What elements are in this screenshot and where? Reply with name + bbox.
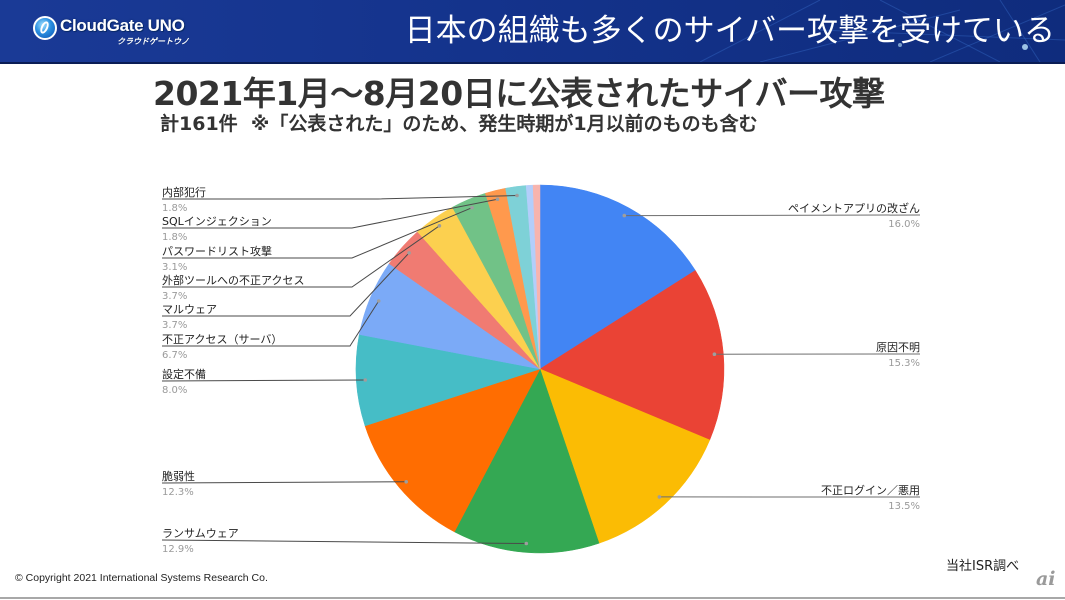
- slice-value-label: 1.8%: [162, 232, 187, 243]
- slice-value-label: 16.0%: [888, 219, 920, 230]
- slide-title: 日本の組織も多くのサイバー攻撃を受けている: [404, 13, 1055, 49]
- slice-label: 外部ツールへの不正アクセス: [162, 273, 304, 287]
- slice-label: 不正アクセス（サーバ）: [162, 333, 282, 346]
- slice-label: SQLインジェクション: [162, 215, 272, 228]
- slice-labels: ペイメントアプリの改ざん 16.0% 原因不明 15.3% 不正ログイン／悪用 13.5%…: [162, 185, 920, 555]
- leader-dot: [515, 193, 519, 198]
- pie-slice: [539, 270, 725, 441]
- slice-label: ペイメントアプリの改ざん: [788, 201, 920, 215]
- pie-slice: [539, 368, 711, 544]
- leader-line: [162, 198, 498, 229]
- pie-slice: [355, 334, 541, 427]
- leader-line: [161, 379, 366, 382]
- logo-kana: クラウドゲートウノ: [117, 37, 189, 46]
- leader-line: [624, 214, 921, 217]
- chart-subtitle: 計161件 ※「公表された」のため、発生時期が1月以前のものも含む: [160, 113, 758, 135]
- leader-line: [162, 207, 473, 259]
- leader-line: [162, 225, 440, 288]
- slice-value-label: 3.7%: [162, 291, 187, 302]
- leader-dot: [437, 224, 442, 228]
- leader-dot: [622, 213, 627, 218]
- leader-dot: [470, 205, 474, 210]
- slice-label: 内部犯行: [162, 185, 206, 199]
- slice-value-label: 1.8%: [162, 203, 187, 214]
- slice-label: パスワードリスト攻撃: [162, 244, 272, 258]
- slice-label: マルウェア: [162, 303, 217, 316]
- slice-label: 不正ログイン／悪用: [821, 483, 920, 497]
- leader-dot: [712, 352, 717, 357]
- leader-line: [161, 539, 527, 544]
- source-note: 当社ISR調べ: [946, 559, 1020, 574]
- leader-dot: [524, 541, 529, 546]
- slide-header: CloudGate UNO クラウドゲートウノ 日本の組織も多くのサイバー攻撃を…: [0, 0, 1065, 64]
- pie-slice: [454, 368, 600, 554]
- pie-slices: [355, 184, 725, 554]
- leader-line: [161, 481, 407, 484]
- slice-label: 設定不備: [162, 367, 206, 381]
- chart-title: 2021年1月～8月20日に公表されたサイバー攻撃: [153, 74, 885, 113]
- pie-slice: [539, 184, 696, 370]
- slice-value-label: 8.0%: [162, 385, 187, 396]
- pie-slice: [532, 184, 541, 370]
- slice-value-label: 12.3%: [162, 487, 194, 498]
- leader-dot: [657, 495, 662, 499]
- leader-dot: [495, 197, 500, 201]
- leader-line: [162, 195, 518, 200]
- cloudgate-uno-logo: CloudGate UNO クラウドゲートウノ: [33, 13, 203, 49]
- leader-dot: [407, 251, 411, 255]
- cloudgate-logo-icon: [33, 16, 57, 40]
- copyright-text: © Copyright 2021 International Systems R…: [15, 572, 268, 584]
- slice-value-label: 6.7%: [162, 350, 187, 361]
- slice-label: ランサムウェア: [162, 527, 239, 540]
- logo-name: CloudGate UNO: [60, 16, 185, 35]
- leader-dot: [404, 480, 409, 484]
- bottom-divider: [0, 597, 1065, 599]
- slice-value-label: 12.9%: [162, 544, 194, 555]
- slice-value-label: 3.1%: [162, 262, 187, 273]
- leader-line: [162, 300, 380, 347]
- network-lines-decoration: [699, 0, 1065, 62]
- slice-value-label: 3.7%: [162, 320, 187, 331]
- leader-dot: [376, 299, 381, 303]
- leader-line: [162, 252, 410, 317]
- ai-watermark-logo: ai: [1036, 568, 1056, 590]
- leader-dot: [363, 378, 368, 382]
- leader-lines: [161, 193, 921, 546]
- slice-label: 脆弱性: [162, 469, 195, 483]
- slice-label: 原因不明: [876, 341, 920, 354]
- slice-value-label: 13.5%: [888, 501, 920, 512]
- slice-value-label: 15.3%: [888, 358, 920, 369]
- pie-slice: [364, 368, 541, 533]
